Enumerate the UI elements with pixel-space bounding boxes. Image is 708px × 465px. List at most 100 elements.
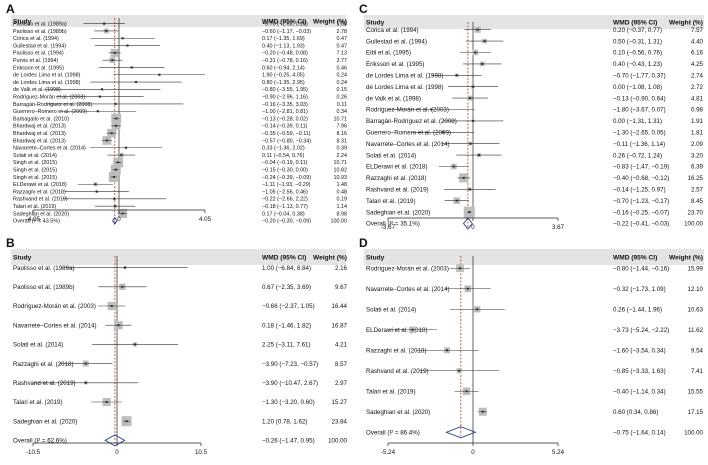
point-estimate	[468, 97, 471, 100]
study-ci: 0.00 (−1.08, 1.08)	[613, 84, 662, 91]
header-study: Study	[366, 254, 385, 261]
study-row: Singh et al. (2015) −0.24 (−0.39, −0.09) 1…	[13, 171, 347, 182]
panel-label: B	[6, 236, 15, 250]
study-weight: 3.77	[337, 58, 348, 64]
study-row: de Lordes Lima et al. (1998) 0.80 (−1.35,…	[13, 80, 347, 86]
study-weight: 2.09	[691, 141, 704, 148]
point-estimate	[121, 37, 124, 40]
header-weight: Weight (%)	[669, 19, 703, 26]
study-name: Bhardwaj et al. (2013)	[13, 138, 66, 144]
overall-ci: −0.22 (−0.41, −0.03)	[613, 221, 669, 228]
study-ci: 2.25 (−3.11, 7.61)	[262, 342, 311, 349]
study-weight: 4.21	[335, 342, 348, 349]
study-name: Razzaghi et al. (2018)	[366, 347, 427, 354]
study-weight: 16.25	[688, 175, 704, 182]
study-name: Paolisso et al. (1994)	[13, 51, 64, 57]
study-row: ELDerawi et al. (2018) −1.11 (−1.93, −0.2…	[13, 182, 347, 188]
study-weight: 2.97	[335, 380, 348, 387]
study-name: Bhardwaj et al. (2013)	[13, 124, 66, 130]
study-row: Rodríguez-Morán et al. (2003) −1.80 (−3.6…	[366, 107, 704, 114]
study-name: Rodríguez-Morán et al. (2003)	[366, 265, 449, 272]
study-ci: −1.30 (−3.20, 0.60)	[262, 399, 315, 406]
point-estimate	[117, 324, 120, 327]
study-ci: −0.90 (−2.96, 1.16)	[262, 95, 308, 101]
x-tick-label: 0	[117, 216, 121, 223]
study-row: Solati et al. (2014) 0.11 (−0.54, 0.76) 2.…	[13, 152, 347, 159]
study-name: Gullestad et al. (1994)	[366, 38, 427, 45]
study-weight: 1.91	[691, 118, 704, 125]
study-name: Talari et al. (2019)	[366, 388, 416, 395]
study-ci: −0.24 (−0.39, −0.09)	[262, 175, 311, 181]
study-row: Purvis et al. (1994) −0.31 (−0.78, 0.16) 3…	[13, 57, 347, 64]
study-name: Navarrete–Cortes et al. (2014)	[366, 286, 450, 293]
study-row: Gullestad et al. (1994) 0.40 (−1.13, 1.93…	[13, 43, 347, 49]
x-tick-label: 0	[471, 449, 475, 456]
study-name: Bhardwaj et al. (2013)	[13, 131, 66, 137]
study-name: Eibl et al. (1995)	[366, 50, 411, 57]
study-ci: 0.60 (−0.94, 2.14)	[262, 65, 305, 71]
study-ci: 0.50 (−0.31, 1.31)	[613, 38, 662, 45]
study-row: Solati et al. (2014) 0.26 (−1.44, 1.96) 10…	[366, 306, 704, 313]
study-ci: −0.40 (−1.14, 0.34)	[613, 388, 666, 395]
study-weight: 4.40	[691, 38, 704, 45]
x-tick-label: 0	[471, 224, 475, 231]
study-weight: 12.10	[688, 286, 704, 293]
header-effect: WMD (95% CI)	[262, 18, 306, 25]
study-name: Rashvand et al. (2019)	[13, 197, 68, 203]
study-row: Eriksson et al. (1995) 0.60 (−0.94, 2.14)…	[13, 65, 347, 71]
point-estimate	[126, 44, 129, 47]
header-effect: WMD (95% CI)	[613, 254, 657, 261]
study-row: Guerrero–Romero et al. (2009) −1.00 (−2.8…	[13, 109, 347, 115]
study-name: Talari et al. (2019)	[13, 204, 56, 210]
overall-ci: −0.26 (−1.47, 0.95)	[262, 438, 315, 445]
study-weight: 0.26	[337, 95, 348, 101]
study-name: Corica et al. (1994)	[366, 27, 419, 34]
overall-label: Overall (I² = 86.4%)	[366, 429, 420, 436]
study-row: Gullestad et al. (1994) 0.50 (−0.31, 1.31…	[366, 38, 704, 45]
study-weight: 6.39	[691, 164, 704, 171]
overall-diamond	[112, 216, 118, 225]
study-weight: 1.14	[337, 204, 348, 210]
study-row: Singh et al. (2015) −0.04 (−0.19, 0.11) 10…	[13, 157, 347, 168]
x-axis: -5.24 0 5.24	[381, 442, 565, 456]
study-ci: −3.73 (−5.24, −2.22)	[613, 327, 669, 334]
study-ci: 0.60 (0.34, 0.86)	[613, 409, 658, 416]
point-estimate	[120, 154, 123, 157]
study-ci: −0.85 (−3.33, 1.63)	[613, 368, 666, 375]
point-estimate	[98, 95, 101, 98]
point-estimate	[115, 117, 118, 120]
point-estimate	[105, 139, 108, 142]
study-ci: 1.00 (−6.84, 8.84)	[262, 265, 311, 272]
point-estimate	[101, 88, 104, 91]
x-tick-label: -5.24	[381, 449, 396, 456]
study-ci: 0.26 (−0.72, 1.24)	[613, 152, 662, 159]
panel-label: A	[6, 2, 15, 16]
study-weight: 8.98	[337, 211, 348, 217]
point-estimate	[117, 161, 120, 164]
point-estimate	[125, 146, 128, 149]
header-bar	[364, 249, 704, 265]
study-weight: 4.81	[691, 95, 704, 102]
point-estimate	[114, 205, 117, 208]
point-estimate	[95, 190, 98, 193]
overall-diamond	[462, 217, 473, 230]
point-estimate	[84, 381, 87, 384]
study-weight: 9.67	[335, 284, 348, 291]
study-name: Purvis et al. (1994)	[13, 58, 58, 64]
overall-label: Overall (I² = 62.6%)	[13, 438, 67, 445]
study-weight: 0.24	[337, 80, 348, 86]
study-weight: 0.47	[337, 36, 348, 42]
study-weight: 16.87	[332, 322, 348, 329]
study-row: Paolisso et al. (1989a) −0.70 (−1.68, 0.2…	[13, 22, 347, 28]
x-tick-label: 3.67	[552, 224, 565, 231]
study-row: Navarrete–Cortes et al. (2014) −0.32 (−1.…	[366, 285, 704, 293]
study-weight: 7.57	[691, 27, 704, 34]
study-row: Sadeghian et al. (2020) 0.17 (−0.04, 0.38…	[13, 208, 348, 218]
study-row: Navarrete–Cortes et al. (2014) 0.33 (−1.3…	[13, 146, 347, 152]
study-weight: 23.84	[332, 418, 348, 425]
point-estimate	[483, 40, 486, 43]
study-ci: −0.16 (−3.35, 3.03)	[262, 102, 308, 108]
study-weight: 23.70	[688, 209, 704, 216]
study-name: ELDerawi et al. (2018)	[13, 182, 67, 188]
